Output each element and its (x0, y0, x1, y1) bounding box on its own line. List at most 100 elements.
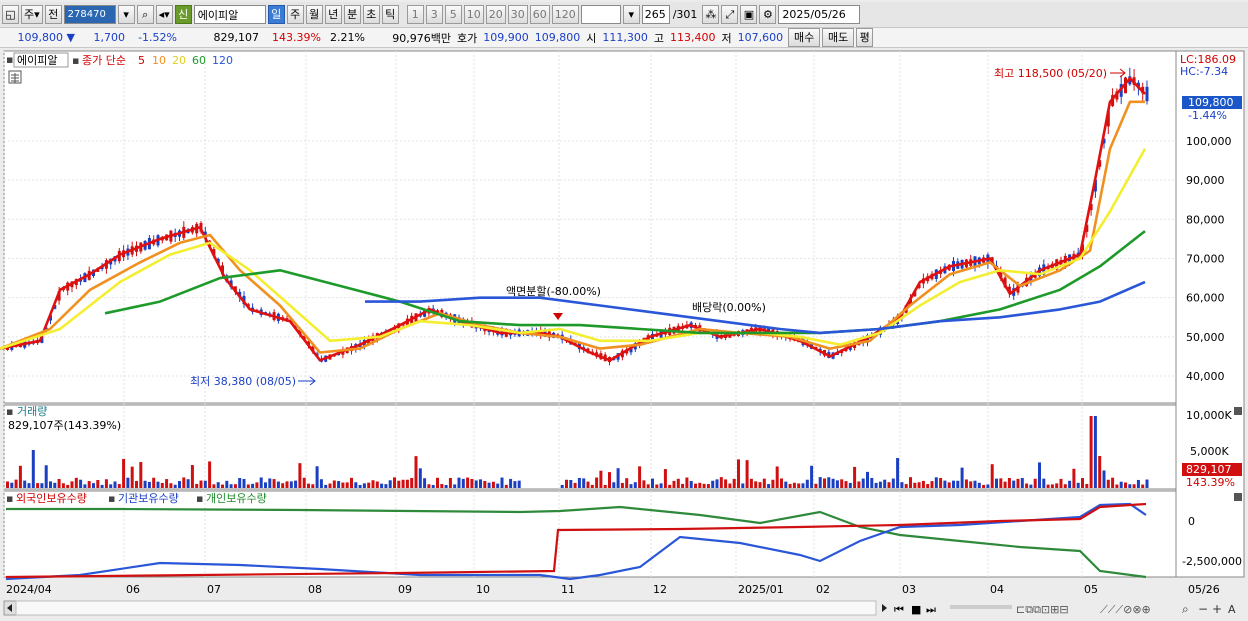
code-dropdown-icon[interactable]: ▾ (117, 5, 135, 24)
volume-bar (173, 484, 177, 488)
gear-icon[interactable]: ⚙ (759, 5, 777, 24)
ma-line-120 (365, 280, 1146, 335)
period-select[interactable]: 주 ▾ (21, 5, 43, 24)
volume-bar (870, 477, 874, 488)
quote-bar: 109,800 ▼ 1,700 -1.52% 829,107 143.39% 2… (0, 28, 1248, 48)
unit-select[interactable] (580, 5, 621, 24)
period-tick[interactable]: 틱 (381, 5, 399, 24)
play-icon[interactable] (882, 604, 887, 612)
nav-controls[interactable]: ⏮ ■ ⏭ ⊏⧉⧉⊡⊞⊟ ⟋⟋⟋⊘⊗⊕ ⌕ − + A (882, 602, 1236, 616)
price-tick-label: 70,000 (1186, 253, 1225, 266)
forward-icon[interactable]: ⏭ (926, 603, 936, 616)
num-120[interactable]: 120 (551, 5, 579, 24)
volume-bar (165, 479, 169, 488)
zoom-search-icon[interactable]: ⌕ (1182, 602, 1189, 616)
sell-button[interactable]: 매도 (822, 28, 855, 47)
volume-bar (913, 482, 917, 488)
volume-bar (1042, 478, 1046, 488)
volume-bar (900, 482, 904, 488)
count-input[interactable]: 265 (641, 5, 670, 24)
volume-bar (431, 484, 435, 488)
x-axis-label: 07 (207, 583, 221, 596)
plus-icon[interactable]: + (1212, 602, 1222, 616)
holding-legend-icon-2: ▪ (108, 492, 115, 505)
period-month[interactable]: 월 (305, 5, 323, 24)
volume-bar (1059, 478, 1063, 488)
pin-icon[interactable]: ⁂ (702, 5, 720, 24)
volume-info: 829,107주(143.39%) (8, 419, 121, 432)
volume-bar (53, 482, 57, 488)
volume-bar (767, 484, 771, 488)
num-5[interactable]: 5 (444, 5, 462, 24)
volume-bar (470, 478, 474, 488)
num-3[interactable]: 3 (425, 5, 443, 24)
volume-bar (659, 483, 663, 488)
volume-bar (883, 479, 887, 488)
volume-bar (625, 478, 629, 488)
period-minute[interactable]: 분 (343, 5, 361, 24)
volume-bar (474, 480, 478, 488)
volume-bar (229, 484, 233, 488)
num-30[interactable]: 30 (507, 5, 528, 24)
stock-name-field[interactable]: 에이피알 (193, 5, 266, 24)
volume-bar (866, 471, 869, 488)
date-input[interactable]: 2025/05/26 (778, 5, 861, 24)
speaker-icon[interactable]: ◂▾ (155, 5, 173, 24)
volume-bar (152, 477, 156, 488)
volume-bar (169, 483, 173, 488)
num-20[interactable]: 20 (485, 5, 506, 24)
volume-bar (917, 482, 921, 488)
zoom-slider[interactable] (950, 605, 1012, 609)
num-60[interactable]: 60 (529, 5, 550, 24)
price-tick-label: 100,000 (1186, 135, 1232, 148)
volume-bar (818, 477, 822, 488)
save-icon[interactable]: ▣ (740, 5, 758, 24)
period-day[interactable]: 일 (267, 5, 285, 24)
buy-button[interactable]: 매수 (788, 28, 821, 47)
volume-bar (238, 478, 242, 488)
stock-code-input[interactable]: 278470 (63, 5, 116, 24)
zoom-tools-icon[interactable]: ⊏⧉⧉⊡⊞⊟ (1016, 603, 1069, 616)
volume-bars (6, 416, 1149, 488)
num-1[interactable]: 1 (406, 5, 424, 24)
volume-bar (1081, 478, 1084, 488)
stop-icon[interactable]: ■ (911, 603, 921, 616)
volume-bar (324, 484, 328, 488)
volume-bar (620, 482, 624, 488)
prev-button[interactable]: 전 (44, 5, 62, 24)
search-icon[interactable]: ⌕ (136, 5, 154, 24)
minus-icon[interactable]: − (1198, 602, 1208, 616)
unit-dropdown-icon[interactable]: ▾ (622, 5, 640, 24)
volume-bar (956, 480, 960, 488)
volume-bar (496, 483, 500, 488)
volume-bar (130, 466, 134, 488)
font-size-icon[interactable]: A (1228, 603, 1236, 616)
volume-bar (814, 483, 818, 488)
window-icon[interactable]: ◱ (2, 5, 19, 24)
right-axis (1175, 50, 1245, 578)
volume-bar (612, 482, 616, 488)
volume-bar (788, 483, 792, 488)
volume-close-icon[interactable] (1234, 407, 1242, 415)
chart-area[interactable]: 100,000 90,000 80,000 70,000 60,000 50,000 40,… (0, 49, 1248, 621)
volume-bar (582, 478, 586, 488)
hc-value: HC:-7.34 (1180, 65, 1228, 78)
draw-icon[interactable]: ⤢ (721, 5, 739, 24)
holding-close-icon[interactable] (1234, 493, 1242, 501)
draw-tools-icon[interactable]: ⟋⟋⟋⊘⊗⊕ (1100, 603, 1151, 616)
legend-name-box[interactable] (13, 52, 69, 68)
scrollbar-track[interactable] (15, 600, 877, 616)
volume-bar (737, 459, 740, 488)
volume-bar (909, 477, 912, 488)
period-second[interactable]: 초 (362, 5, 380, 24)
volume-bar (509, 478, 513, 488)
ma-line-10 (0, 100, 1145, 354)
volume-last: 829,107 (1186, 463, 1232, 476)
rewind-icon[interactable]: ⏮ (894, 603, 904, 616)
num-10[interactable]: 10 (463, 5, 484, 24)
flat-button[interactable]: 평 (856, 28, 874, 47)
volume-bar (199, 480, 203, 488)
period-week[interactable]: 주 (286, 5, 304, 24)
volume-bar (92, 483, 95, 488)
period-year[interactable]: 년 (324, 5, 342, 24)
